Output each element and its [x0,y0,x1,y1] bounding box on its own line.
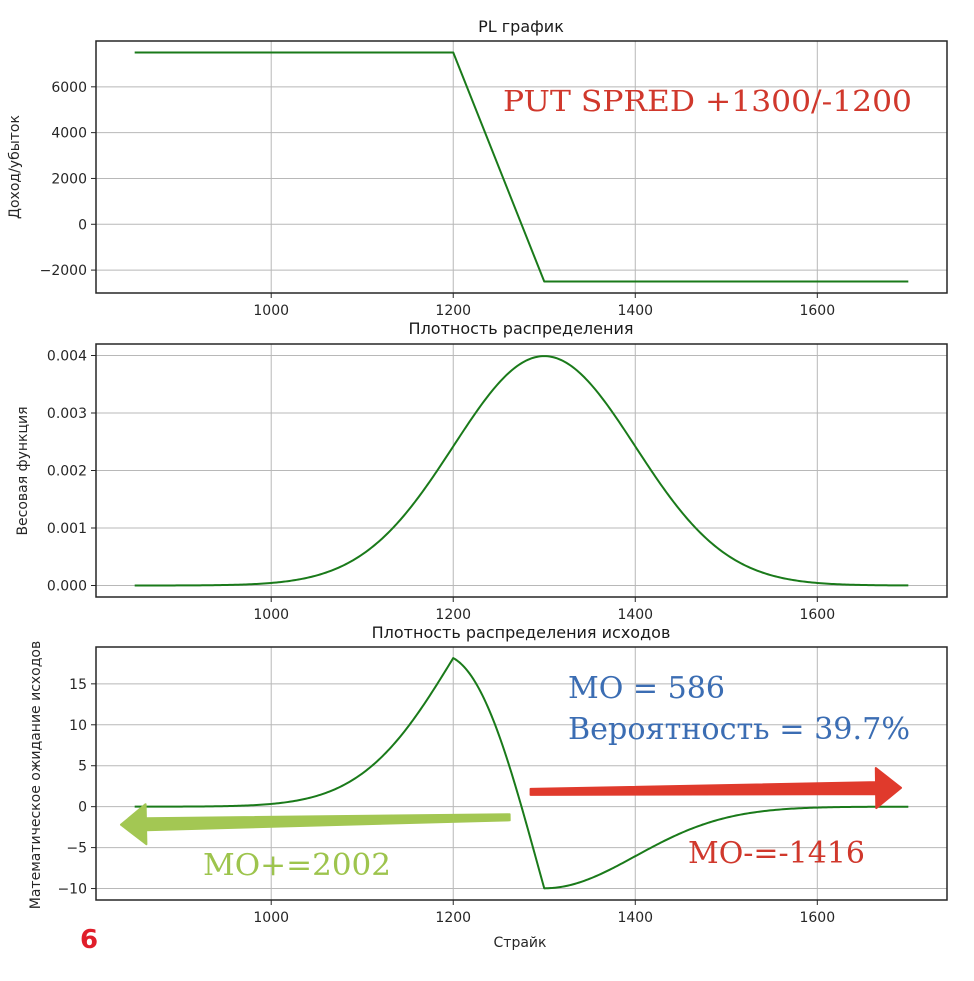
pl-chart-ytick-label: −2000 [40,263,87,279]
pl-chart-xtick-label: 1600 [799,303,835,319]
pl-chart-frame [95,40,948,294]
outcome-chart-ytick-label: 15 [69,677,87,693]
outcome-chart-frame [95,646,948,901]
page-number: 6 [80,925,98,955]
density-chart-xtick-label: 1400 [617,607,653,623]
mo-plus-annotation: МО+=2002 [203,848,391,883]
pl-chart: PL график Доход/убыток 1000 1200 1400 1600 −… [7,17,948,319]
outcome-chart-xtick-label: 1000 [253,910,289,926]
outcome-chart-series-line [134,657,909,890]
pl-chart-ytick-label: 0 [78,217,87,233]
outcome-chart-ytick-label: 0 [78,800,87,816]
outcome-chart-xlabel: Страйк [494,935,547,951]
outcome-chart-ylabel: Математическое ожидание исходов [28,641,44,909]
density-chart-xtick-label: 1000 [253,607,289,623]
mo-minus-annotation: МО-=-1416 [688,836,865,871]
pl-chart-ytick-label: 2000 [51,171,87,187]
density-chart-frame [95,343,948,598]
density-chart-xtick-label: 1600 [799,607,835,623]
outcome-chart-title: Плотность распределения исходов [372,623,671,642]
density-chart-xtick-label: 1200 [435,607,471,623]
outcome-chart-ytick-label: −10 [57,882,87,898]
pl-chart-ylabel: Доход/убыток [7,115,23,219]
loss-arrow [529,767,902,810]
density-chart: Плотность распределения Весовая функция … [15,319,948,623]
pl-chart-ytick-label: 6000 [51,80,87,96]
outcome-chart: Плотность распределения исходов Математи… [28,623,948,951]
outcome-chart-xtick-label: 1600 [799,910,835,926]
outcome-chart-xtick-label: 1400 [617,910,653,926]
density-chart-ylabel: Весовая функция [15,406,31,535]
pl-chart-annotation-strategy: PUT SPRED +1300/-1200 [503,84,912,118]
density-chart-ytick-label: 0.003 [47,406,87,422]
pl-chart-xtick-label: 1400 [617,303,653,319]
profit-arrow [120,803,511,846]
density-chart-ytick-label: 0.000 [47,579,87,595]
density-chart-title: Плотность распределения [409,319,634,338]
outcome-chart-ytick-label: 10 [69,718,87,734]
pl-chart-title: PL график [478,17,564,36]
mo-total-annotation: МО = 586 [568,671,725,706]
density-chart-series-line [134,355,909,587]
pl-chart-series-line [134,51,909,283]
density-chart-ytick-label: 0.001 [47,521,87,537]
outcome-chart-ytick-label: 5 [78,759,87,775]
outcome-chart-xtick-label: 1200 [435,910,471,926]
density-chart-ytick-label: 0.002 [47,464,87,480]
pl-chart-xtick-label: 1000 [253,303,289,319]
probability-annotation: Вероятность = 39.7% [568,712,910,747]
pl-chart-ytick-label: 4000 [51,126,87,142]
pl-chart-xtick-label: 1200 [435,303,471,319]
outcome-chart-ytick-label: −5 [66,841,87,857]
density-chart-ytick-label: 0.004 [47,349,87,365]
